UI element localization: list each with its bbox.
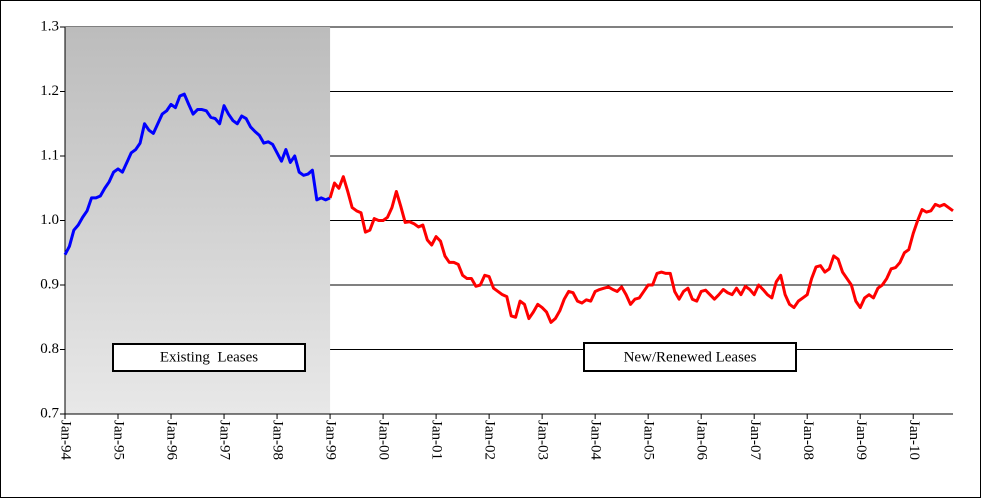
x-tick-label: Jan-07	[747, 420, 763, 460]
x-tick-label: Jan-99	[323, 420, 339, 460]
annotation: Existing Leases	[160, 349, 258, 365]
y-tick-label: 1.0	[40, 212, 59, 228]
x-tick-label: Jan-96	[164, 420, 180, 460]
annotation-box	[583, 342, 797, 372]
annotation: New/Renewed Leases	[624, 349, 757, 365]
y-tick-label: 1.1	[40, 147, 59, 163]
x-tick-label: Jan-01	[429, 420, 445, 460]
x-tick-label: Jan-03	[535, 420, 551, 460]
x-tick-label: Jan-02	[482, 420, 498, 460]
x-tick-label: Jan-04	[588, 420, 604, 460]
x-tick-label: Jan-06	[694, 420, 710, 460]
y-tick-label: 1.3	[40, 18, 59, 34]
x-tick-label: Jan-95	[111, 420, 127, 460]
x-tick-label: Jan-09	[853, 420, 869, 460]
y-tick-label: 0.9	[40, 276, 59, 292]
x-tick-label: Jan-94	[58, 420, 74, 460]
y-tick-label: 1.2	[40, 83, 59, 99]
line	[328, 175, 954, 324]
y-tick-label: 0.8	[40, 341, 59, 357]
x-tick-label: Jan-98	[270, 420, 286, 460]
x-tick-label: Jan-10	[906, 420, 922, 460]
x-tick-label: Jan-00	[376, 420, 392, 460]
y-tick-label: 0.7	[40, 405, 59, 421]
x-tick-label: Jan-08	[800, 420, 816, 460]
x-tick-label: Jan-05	[641, 420, 657, 460]
line	[63, 92, 331, 256]
x-tick-label: Jan-97	[217, 420, 233, 460]
annotation-box	[112, 343, 306, 372]
